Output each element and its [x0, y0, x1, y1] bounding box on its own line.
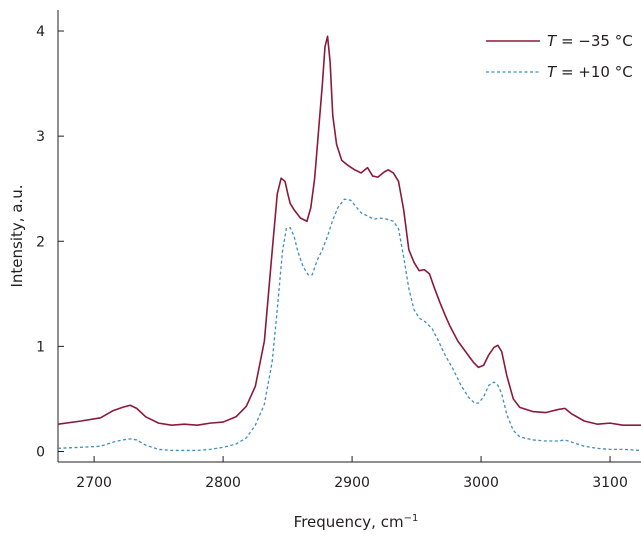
series-line-2	[57, 198, 641, 452]
series-layer	[57, 35, 641, 452]
x-ticks: 2700 2800 2900 3000 3100	[76, 456, 628, 491]
x-axis-title: Frequency, cm−1	[294, 513, 419, 531]
series-line-1	[57, 35, 641, 427]
legend-rest-series-1: = −35 °C	[556, 32, 633, 50]
x-axis-title-main: Frequency, cm	[294, 513, 404, 531]
legend-var-series-2: T	[547, 63, 558, 81]
legend-var-series-1: T	[547, 32, 558, 50]
y-tick-label: 3	[36, 129, 45, 145]
y-axis-title: Intensity, a.u.	[8, 184, 26, 287]
x-tick-label: 3100	[592, 475, 628, 491]
legend-rest-series-2: = +10 °C	[556, 63, 633, 81]
y-tick-label: 2	[36, 234, 45, 250]
x-tick-label: 2700	[76, 475, 112, 491]
x-tick-label: 3000	[463, 475, 499, 491]
y-tick-label: 4	[36, 24, 45, 40]
legend-label-series-1: T = −35 °C	[547, 32, 633, 50]
x-axis-title-superscript: −1	[404, 513, 419, 524]
legend: T = −35 °C T = +10 °C	[486, 32, 633, 81]
y-ticks: 0 1 2 3 4	[36, 24, 64, 460]
x-tick-label: 2900	[334, 475, 370, 491]
x-tick-label: 2800	[205, 475, 241, 491]
y-tick-label: 0	[36, 444, 45, 460]
y-tick-label: 1	[36, 339, 45, 355]
legend-label-series-2: T = +10 °C	[547, 63, 633, 81]
